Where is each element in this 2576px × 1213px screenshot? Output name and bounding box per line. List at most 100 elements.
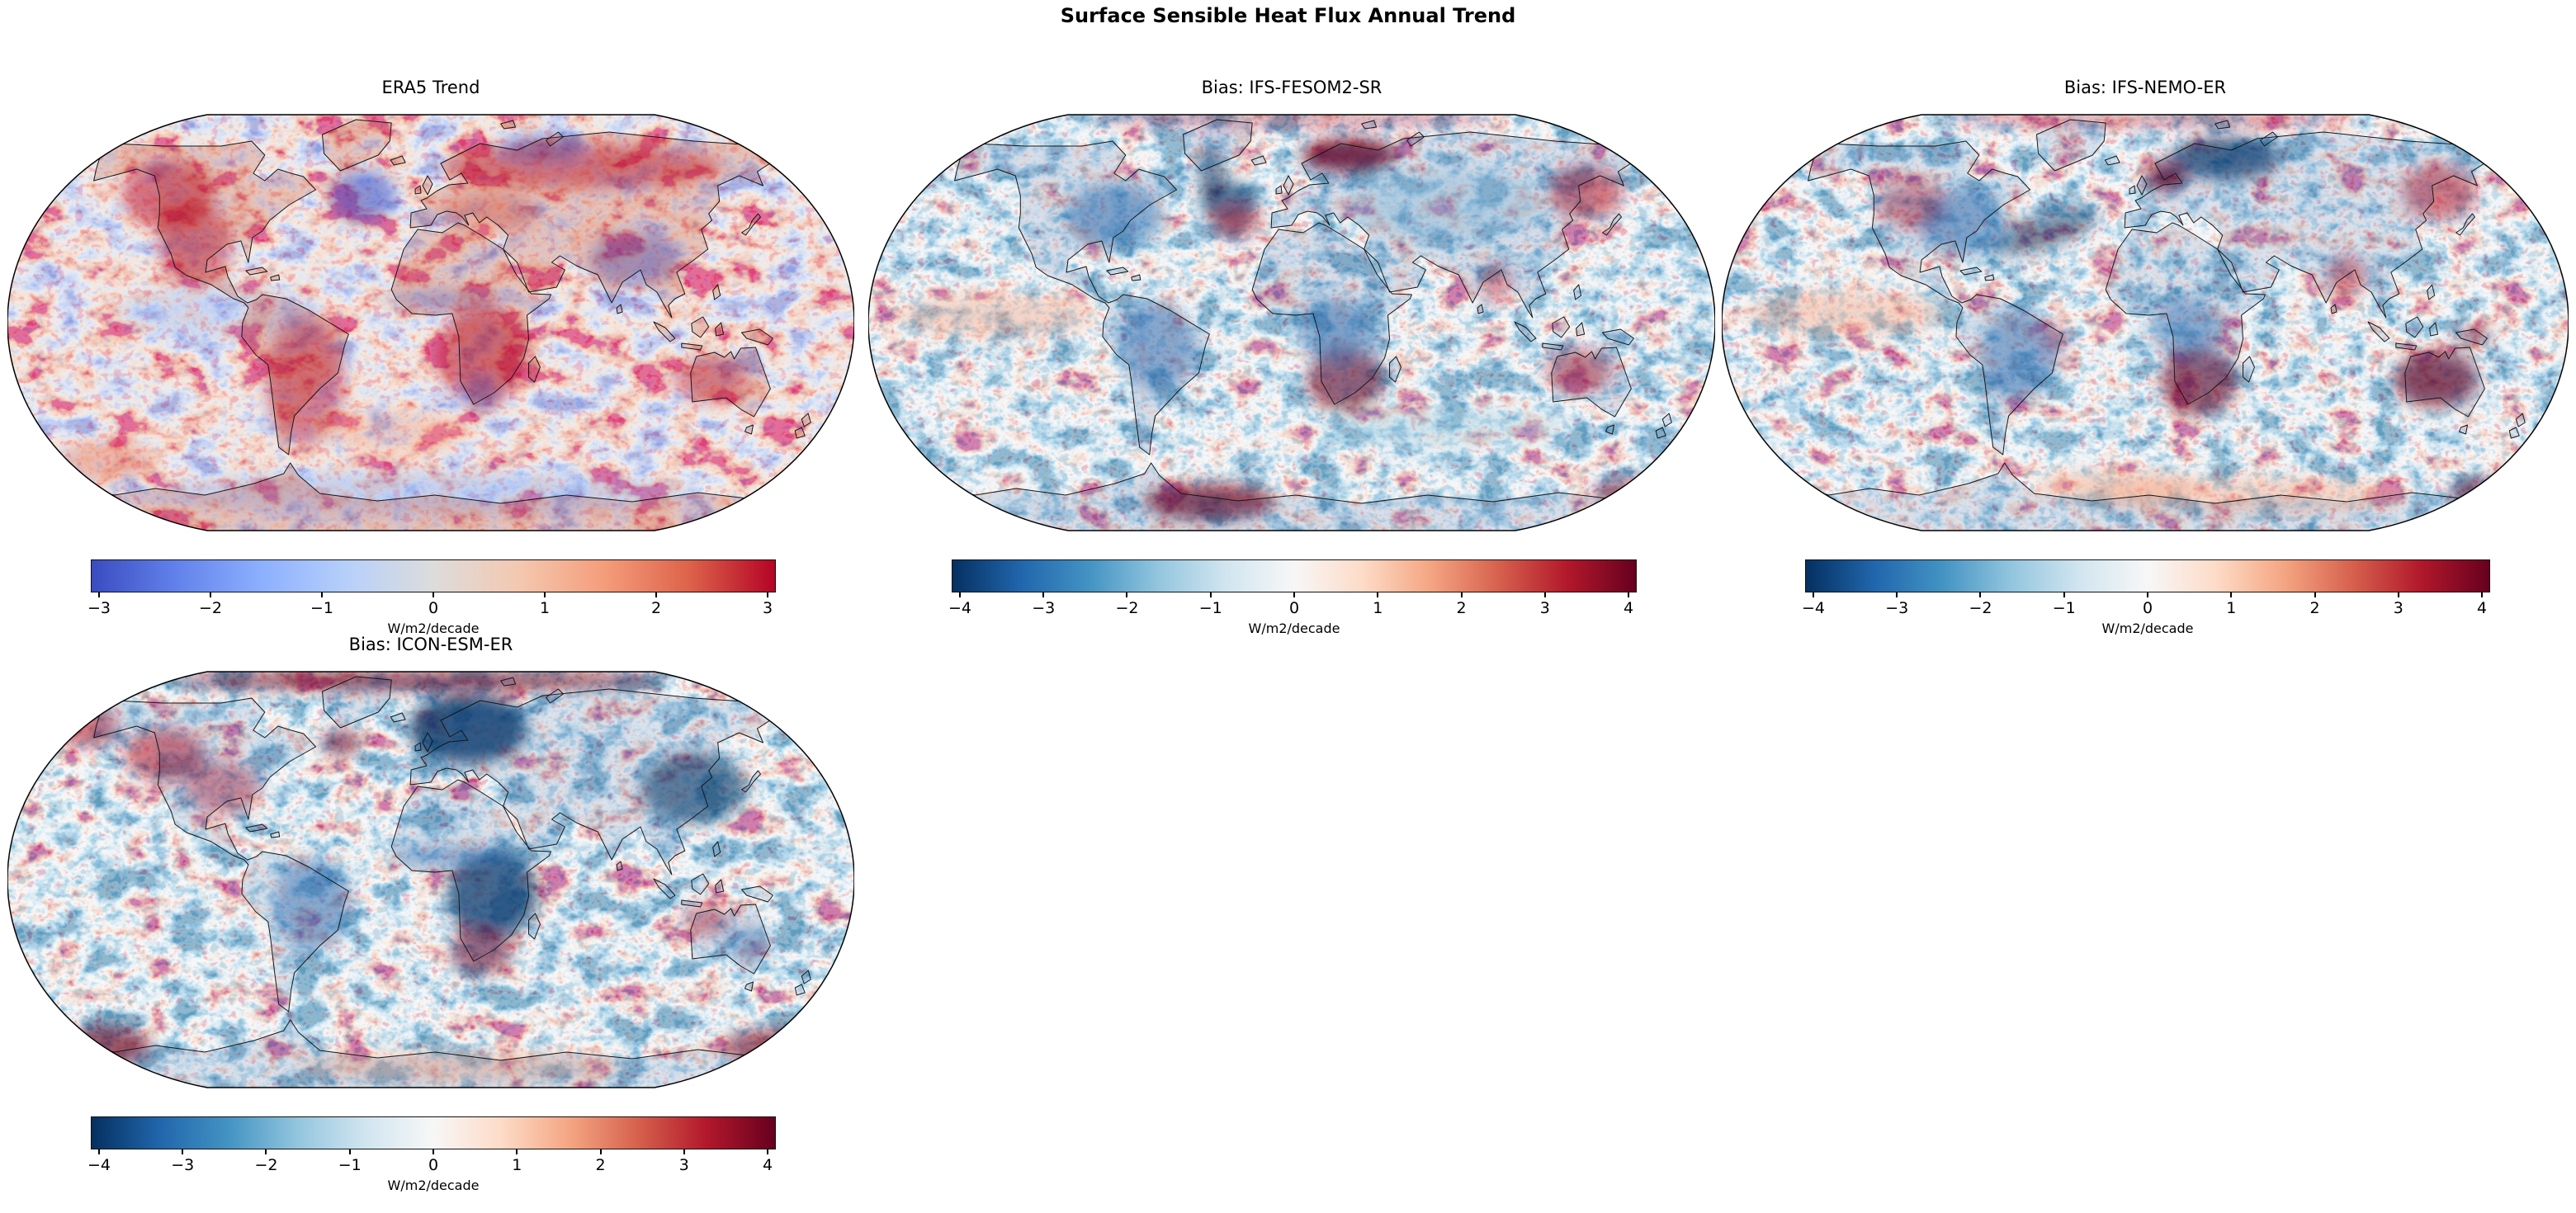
panel-bias-ifs-nemo-er: Bias: IFS-NEMO-ER xyxy=(1722,77,2569,636)
colorbar-ticks: −4 −3 −2 −1 0 1 2 3 4 xyxy=(948,592,1637,621)
colorbar-unit-label: W/m2/decade xyxy=(2101,621,2194,636)
colorbar-tick-label: 2 xyxy=(2309,599,2320,617)
colorbar-tick-mark xyxy=(1896,592,1898,597)
colorbar-tick-label: −1 xyxy=(1198,599,1222,617)
colorbar-tick-mark xyxy=(1042,592,1045,597)
colorbar-tick-mark xyxy=(1628,592,1630,597)
colorbar-tick-label: 1 xyxy=(512,1156,522,1174)
colorbar-tick-mark xyxy=(1377,592,1379,597)
colorbar-gradient xyxy=(91,559,776,592)
colorbar-tick-label: −1 xyxy=(2052,599,2076,617)
colorbar-tick-label: 3 xyxy=(678,1156,689,1174)
colorbar-ticks: −4 −3 −2 −1 0 1 2 3 4 xyxy=(1801,592,2490,621)
panel-title: Bias: ICON-ESM-ER xyxy=(348,635,513,654)
colorbar-tick-label: −2 xyxy=(1969,599,1992,617)
colorbar-tick-label: −4 xyxy=(1801,599,1825,617)
colorbar-tick-mark xyxy=(544,592,546,597)
colorbar-unit-label: W/m2/decade xyxy=(387,621,480,636)
colorbar-tick-mark xyxy=(209,592,211,597)
colorbar-tick-label: 4 xyxy=(2476,599,2488,617)
colorbar-tick-label: 3 xyxy=(762,599,773,617)
colorbar-gradient xyxy=(952,559,1637,592)
colorbar-tick-mark xyxy=(1126,592,1128,597)
map-projection-outline xyxy=(7,114,854,531)
colorbar-unit-label: W/m2/decade xyxy=(1248,621,1340,636)
colorbar-ticks: −4 −3 −2 −1 0 1 2 3 4 xyxy=(87,1149,776,1178)
colorbar-ticks: −3 −2 −1 0 1 2 3 xyxy=(87,592,776,621)
colorbar-tick-mark xyxy=(767,592,769,597)
colorbar-tick-label: −3 xyxy=(1032,599,1056,617)
panel-bias-icon-esm-er: Bias: ICON-ESM-ER xyxy=(7,634,854,1193)
colorbar-tick-label: −4 xyxy=(948,599,971,617)
colorbar-tick-label: 1 xyxy=(1373,599,1383,617)
colorbar-tick-mark xyxy=(958,592,961,597)
colorbar-tick-label: 1 xyxy=(2226,599,2237,617)
map-coastlines xyxy=(19,676,843,1088)
colorbar-tick-mark xyxy=(1543,592,1546,597)
colorbar-gradient xyxy=(91,1116,776,1149)
colorbar-tick-label: 4 xyxy=(762,1156,773,1174)
colorbar-tick-label: 0 xyxy=(1288,599,1300,617)
colorbar-gradient xyxy=(1805,559,2490,592)
map-coastlines xyxy=(19,119,843,531)
panel-title: Bias: IFS-NEMO-ER xyxy=(2063,78,2227,97)
map-bias-icon-esm-er xyxy=(7,664,854,1095)
colorbar-tick-mark xyxy=(655,592,658,597)
map-feature-blobs xyxy=(1746,115,2541,513)
colorbar-era5-trend: −3 −2 −1 0 1 2 3 W/m2/decade xyxy=(87,559,776,636)
map-era5-trend xyxy=(7,107,854,538)
colorbar-tick-label: −1 xyxy=(310,599,333,617)
colorbar-bias-ifs-fesom2-sr: −4 −3 −2 −1 0 1 2 3 4 W/m2/decade xyxy=(948,559,1637,636)
colorbar-tick-mark xyxy=(182,1149,184,1154)
colorbar-tick-mark xyxy=(2314,592,2316,597)
colorbar-tick-label: −2 xyxy=(254,1156,278,1174)
colorbar-tick-mark xyxy=(2230,592,2233,597)
map-bias-ifs-nemo-er xyxy=(1722,107,2569,538)
panel-bias-ifs-fesom2-sr: Bias: IFS-FESOM2-SR xyxy=(868,77,1715,636)
colorbar-tick-mark xyxy=(2063,592,2065,597)
colorbar-tick-label: −2 xyxy=(198,599,222,617)
panel-title: ERA5 Trend xyxy=(381,78,480,97)
colorbar-tick-mark xyxy=(97,592,100,597)
map-coastlines xyxy=(880,119,1704,531)
map-projection-outline xyxy=(1722,114,2569,531)
colorbar-tick-mark xyxy=(683,1149,685,1154)
colorbar-tick-label: 0 xyxy=(428,599,439,617)
colorbar-tick-label: 3 xyxy=(1539,599,1550,617)
figure-title: Surface Sensible Heat Flux Annual Trend xyxy=(1060,4,1516,27)
colorbar-tick-label: −3 xyxy=(171,1156,195,1174)
map-projection-outline xyxy=(7,671,854,1088)
colorbar-tick-label: 1 xyxy=(539,599,551,617)
world-map-svg xyxy=(1722,114,2569,531)
colorbar-tick-label: 2 xyxy=(1456,599,1467,617)
colorbar-tick-mark xyxy=(320,592,323,597)
panel-era5-trend: ERA5 Trend xyxy=(7,77,854,636)
colorbar-tick-mark xyxy=(432,1149,434,1154)
panel-title: Bias: IFS-FESOM2-SR xyxy=(1201,78,1383,97)
colorbar-tick-label: 3 xyxy=(2393,599,2403,617)
map-coastlines xyxy=(1733,119,2557,531)
colorbar-tick-mark xyxy=(432,592,434,597)
map-projection-outline xyxy=(868,114,1715,531)
colorbar-bias-icon-esm-er: −4 −3 −2 −1 0 1 2 3 4 W/m2/decade xyxy=(87,1116,776,1193)
colorbar-tick-mark xyxy=(1293,592,1295,597)
colorbar-tick-mark xyxy=(2397,592,2399,597)
world-map-svg xyxy=(7,114,854,531)
colorbar-tick-mark xyxy=(599,1149,602,1154)
colorbar-tick-label: −4 xyxy=(87,1156,111,1174)
colorbar-tick-label: −3 xyxy=(1885,599,1909,617)
colorbar-tick-label: 0 xyxy=(2142,599,2153,617)
colorbar-unit-label: W/m2/decade xyxy=(387,1178,480,1193)
colorbar-tick-mark xyxy=(2481,592,2484,597)
map-feature-blobs xyxy=(56,135,748,515)
map-bias-ifs-fesom2-sr xyxy=(868,107,1715,538)
colorbar-tick-mark xyxy=(1460,592,1463,597)
colorbar-tick-mark xyxy=(767,1149,769,1154)
world-map-svg xyxy=(868,114,1715,531)
colorbar-tick-mark xyxy=(2147,592,2148,597)
colorbar-tick-mark xyxy=(97,1149,100,1154)
colorbar-tick-mark xyxy=(1209,592,1212,597)
colorbar-tick-label: −3 xyxy=(87,599,111,617)
colorbar-tick-mark xyxy=(348,1149,351,1154)
colorbar-tick-label: −2 xyxy=(1115,599,1139,617)
